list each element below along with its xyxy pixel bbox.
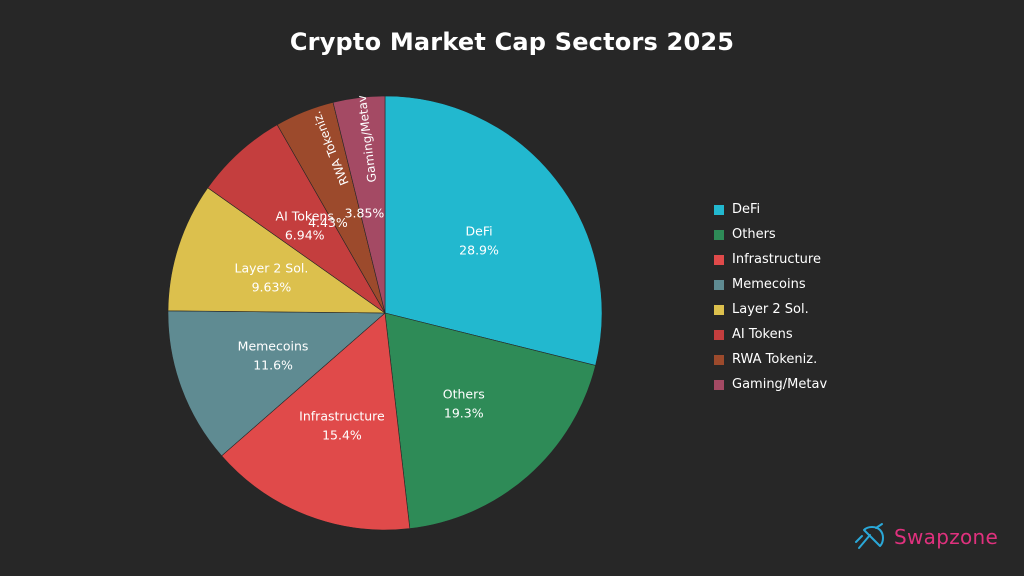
legend-item-others: Others [714,222,827,247]
legend-item-layer-2-sol: Layer 2 Sol. [714,297,827,322]
legend-label: DeFi [732,202,761,217]
pie-slice-defi [384,95,603,366]
legend-swatch [714,329,724,340]
satellite-icon [855,523,884,549]
legend-item-memecoins: Memecoins [714,272,827,297]
pie-slice-gaming-metav [332,95,386,314]
chart-title: Crypto Market Cap Sectors 2025 [289,28,735,56]
legend-label: RWA Tokeniz. [732,352,818,367]
slice-label-others: Others [443,387,485,402]
brand-logo: Swapzone [854,522,998,552]
slice-label-layer-2-sol: Layer 2 Sol. [235,260,309,275]
legend-item-ai-tokens: AI Tokens [714,322,827,347]
legend-label: Gaming/Metav [732,377,828,392]
legend-swatch [714,379,724,390]
slice-value-memecoins: 11.6% [253,357,293,372]
legend-swatch [714,279,724,290]
legend-label: Infrastructure [732,252,821,267]
slice-label-memecoins: Memecoins [238,338,309,353]
pie-slice-memecoins [167,310,386,457]
legend-label: Memecoins [732,277,806,292]
legend-swatch [714,254,724,265]
pie-slice-others [384,312,596,529]
legend-item-gaming-metav: Gaming/Metav [714,372,827,397]
slice-value-ai-tokens: 6.94% [285,228,325,243]
legend-item-infrastructure: Infrastructure [714,247,827,272]
legend-item-rwa-tokeniz: RWA Tokeniz. [714,347,827,372]
slice-value-layer-2-sol: 9.63% [252,279,292,294]
slice-value-defi: 28.9% [459,243,499,258]
slice-value-others: 19.3% [444,406,484,421]
legend-label: Layer 2 Sol. [732,302,809,317]
slice-label-infrastructure: Infrastructure [299,408,385,423]
pie-slice-layer-2-sol [167,187,386,314]
slice-value-gaming-metav: 3.85% [345,206,385,221]
legend-swatch [714,354,724,365]
brand-name: Swapzone [894,525,999,549]
legend-swatch [714,229,724,240]
legend-swatch [714,304,724,315]
slice-value-rwa-tokeniz: 4.43% [308,215,348,230]
legend-label: Others [732,227,776,242]
slice-label-defi: DeFi [466,224,493,239]
legend-label: AI Tokens [732,327,793,342]
slice-value-infrastructure: 15.4% [322,427,362,442]
legend-swatch [714,204,724,215]
chart-legend: DeFi Others Infrastructure Memecoins Layer 2… [714,197,827,397]
legend-item-defi: DeFi [714,197,827,222]
slice-label-ai-tokens: AI Tokens [276,209,334,224]
pie-slice-infrastructure [221,312,411,531]
